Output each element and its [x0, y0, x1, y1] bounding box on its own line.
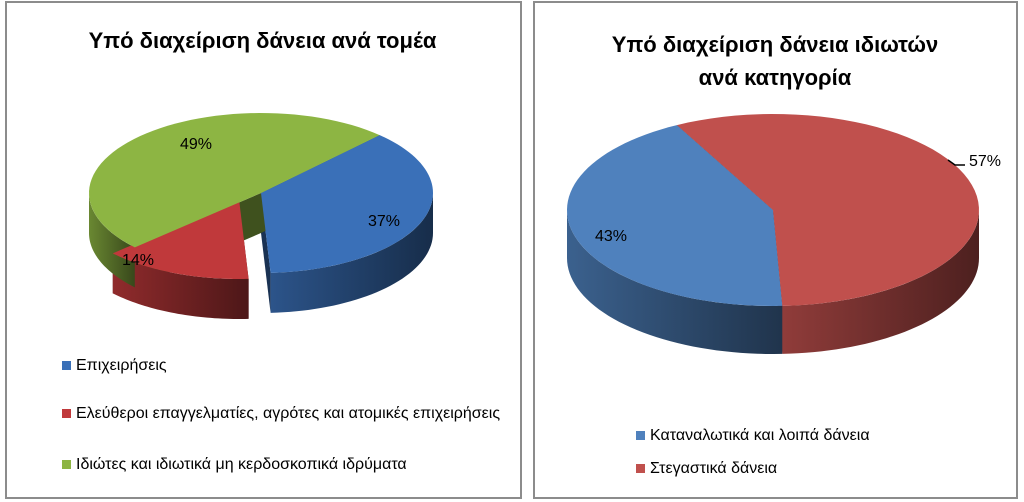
pie-1-slice-0 — [567, 125, 783, 306]
pie-1-slice-1-side — [782, 210, 979, 354]
pie-0-slice-1-side — [112, 253, 249, 319]
pie-1-data-label-1: 57% — [969, 153, 1001, 170]
legend-swatch-1-0 — [636, 431, 645, 440]
legend-item-0-1: Ελεύθεροι επαγγελματίες, αγρότες και ατο… — [76, 405, 501, 422]
pie-0-slice-0-side — [270, 193, 433, 313]
pie-0-slice-0 — [261, 135, 433, 273]
legend-swatch-0-2 — [62, 460, 71, 469]
legend-item-0-0: Επιχειρήσεις — [76, 357, 167, 374]
legend-swatch-1-1 — [636, 464, 645, 473]
pie-0-data-label-1: 14% — [122, 252, 154, 269]
legend-item-0-2: Ιδιώτες και ιδιωτικά μη κερδοσκοπικά ιδρ… — [76, 456, 407, 473]
pie-0-data-label-2: 49% — [180, 136, 212, 153]
legend-item-1-0: Καταναλωτικά και λοιπά δάνεια — [650, 427, 870, 444]
pie-0-slice-2-side — [89, 193, 135, 288]
legend-swatch-0-1 — [62, 409, 71, 418]
legend-swatch-0-0 — [62, 361, 71, 370]
leader-line — [947, 159, 965, 166]
pie-0-slice-1 — [112, 199, 249, 279]
left-chart-title: Υπό διαχείριση δάνεια ανά τομέα — [88, 28, 437, 53]
legend-item-1-1: Στεγαστικά δάνεια — [650, 460, 778, 477]
right-chart-title: Υπό διαχείριση δάνεια ιδιωτών ανά κατηγο… — [611, 32, 939, 90]
pie-0-slice-2 — [89, 113, 380, 248]
pie-0-data-label-0: 37% — [368, 213, 400, 230]
pie-1-slice-0-side — [567, 210, 783, 354]
pie-1-data-label-0: 43% — [595, 228, 627, 245]
pie-1-slice-1 — [676, 114, 979, 306]
